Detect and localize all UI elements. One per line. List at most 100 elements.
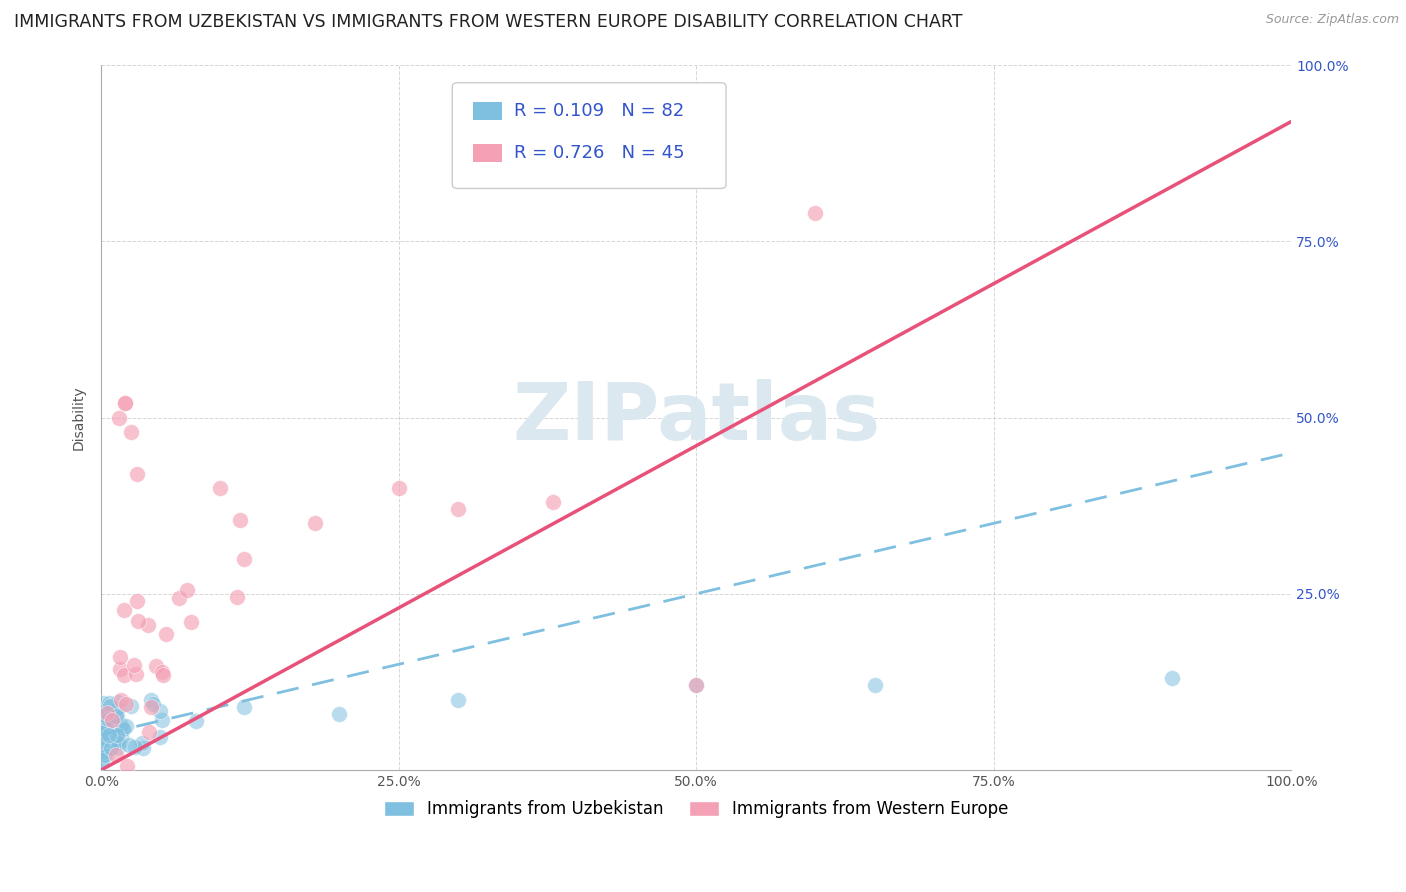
Point bbox=[93, 737, 115, 751]
Point bbox=[94, 715, 117, 730]
Point bbox=[97, 728, 120, 742]
Point bbox=[101, 713, 124, 727]
Point bbox=[107, 729, 129, 743]
Point bbox=[233, 551, 256, 566]
Point bbox=[233, 699, 256, 714]
Point bbox=[96, 731, 118, 746]
Point bbox=[150, 665, 173, 679]
Point bbox=[120, 425, 142, 439]
Point bbox=[96, 706, 118, 721]
Point bbox=[91, 726, 114, 740]
Point bbox=[108, 410, 131, 425]
Point bbox=[180, 615, 202, 629]
Point bbox=[104, 708, 127, 723]
Point bbox=[685, 678, 707, 692]
Point bbox=[110, 731, 132, 745]
Point bbox=[94, 742, 117, 756]
Point bbox=[110, 693, 132, 707]
Point bbox=[112, 668, 135, 682]
Point bbox=[91, 734, 114, 748]
Point bbox=[93, 707, 115, 722]
Point bbox=[114, 719, 136, 733]
Point bbox=[96, 706, 118, 720]
Point bbox=[132, 741, 155, 756]
Point bbox=[93, 704, 115, 718]
Point bbox=[94, 729, 117, 743]
Point bbox=[97, 732, 120, 747]
Point bbox=[155, 627, 177, 641]
Point bbox=[101, 718, 124, 732]
Y-axis label: Disability: Disability bbox=[72, 385, 86, 450]
Point bbox=[94, 747, 117, 762]
Point bbox=[186, 714, 208, 728]
Point bbox=[105, 709, 128, 723]
Point bbox=[91, 696, 114, 710]
Point bbox=[107, 734, 129, 748]
Point bbox=[100, 704, 122, 718]
FancyBboxPatch shape bbox=[472, 145, 502, 162]
Point bbox=[152, 713, 174, 727]
Point bbox=[131, 736, 153, 750]
Point bbox=[93, 731, 115, 746]
Point bbox=[115, 697, 138, 711]
Text: R = 0.726   N = 45: R = 0.726 N = 45 bbox=[515, 145, 685, 162]
Point bbox=[139, 700, 162, 714]
Point bbox=[226, 591, 249, 605]
Point bbox=[149, 704, 172, 718]
Text: R = 0.109   N = 82: R = 0.109 N = 82 bbox=[515, 102, 685, 120]
Point bbox=[388, 481, 411, 495]
Text: ZIPatlas: ZIPatlas bbox=[512, 378, 880, 457]
Point bbox=[125, 467, 148, 481]
Point bbox=[118, 739, 141, 753]
Point bbox=[112, 603, 135, 617]
Point bbox=[104, 706, 127, 721]
Point bbox=[124, 666, 146, 681]
Point bbox=[127, 614, 149, 628]
Point bbox=[100, 740, 122, 755]
Point bbox=[93, 744, 115, 758]
FancyBboxPatch shape bbox=[472, 102, 502, 120]
Point bbox=[104, 747, 127, 762]
Point bbox=[447, 692, 470, 706]
Text: Source: ZipAtlas.com: Source: ZipAtlas.com bbox=[1265, 13, 1399, 27]
Point bbox=[108, 736, 131, 750]
Point bbox=[167, 591, 190, 605]
Point bbox=[105, 731, 128, 745]
Point bbox=[152, 668, 174, 682]
Point bbox=[96, 733, 118, 747]
Point bbox=[97, 711, 120, 725]
Point bbox=[114, 396, 136, 410]
Point bbox=[97, 712, 120, 726]
Point bbox=[543, 495, 565, 509]
Point bbox=[104, 728, 127, 742]
Point bbox=[93, 748, 115, 763]
Point bbox=[108, 650, 131, 665]
Point bbox=[98, 696, 121, 710]
Point bbox=[104, 718, 127, 732]
Text: IMMIGRANTS FROM UZBEKISTAN VS IMMIGRANTS FROM WESTERN EUROPE DISABILITY CORRELAT: IMMIGRANTS FROM UZBEKISTAN VS IMMIGRANTS… bbox=[14, 13, 963, 31]
Point bbox=[229, 513, 252, 527]
Point bbox=[328, 706, 350, 721]
Point bbox=[142, 697, 165, 711]
Point bbox=[804, 206, 827, 220]
Point bbox=[107, 695, 129, 709]
Point bbox=[138, 724, 160, 739]
Point bbox=[90, 753, 112, 767]
Point bbox=[136, 618, 159, 632]
Point bbox=[94, 731, 117, 745]
Point bbox=[863, 678, 886, 692]
Point bbox=[139, 693, 162, 707]
Point bbox=[104, 706, 127, 721]
Point bbox=[107, 739, 129, 754]
Point bbox=[122, 658, 145, 673]
Point bbox=[90, 733, 112, 747]
FancyBboxPatch shape bbox=[453, 83, 725, 188]
Point bbox=[304, 516, 326, 531]
Point bbox=[447, 502, 470, 516]
Point bbox=[93, 707, 115, 722]
Point bbox=[120, 698, 142, 713]
Point bbox=[90, 721, 112, 735]
Point bbox=[127, 594, 149, 608]
Point bbox=[110, 718, 132, 732]
Point bbox=[107, 701, 129, 715]
